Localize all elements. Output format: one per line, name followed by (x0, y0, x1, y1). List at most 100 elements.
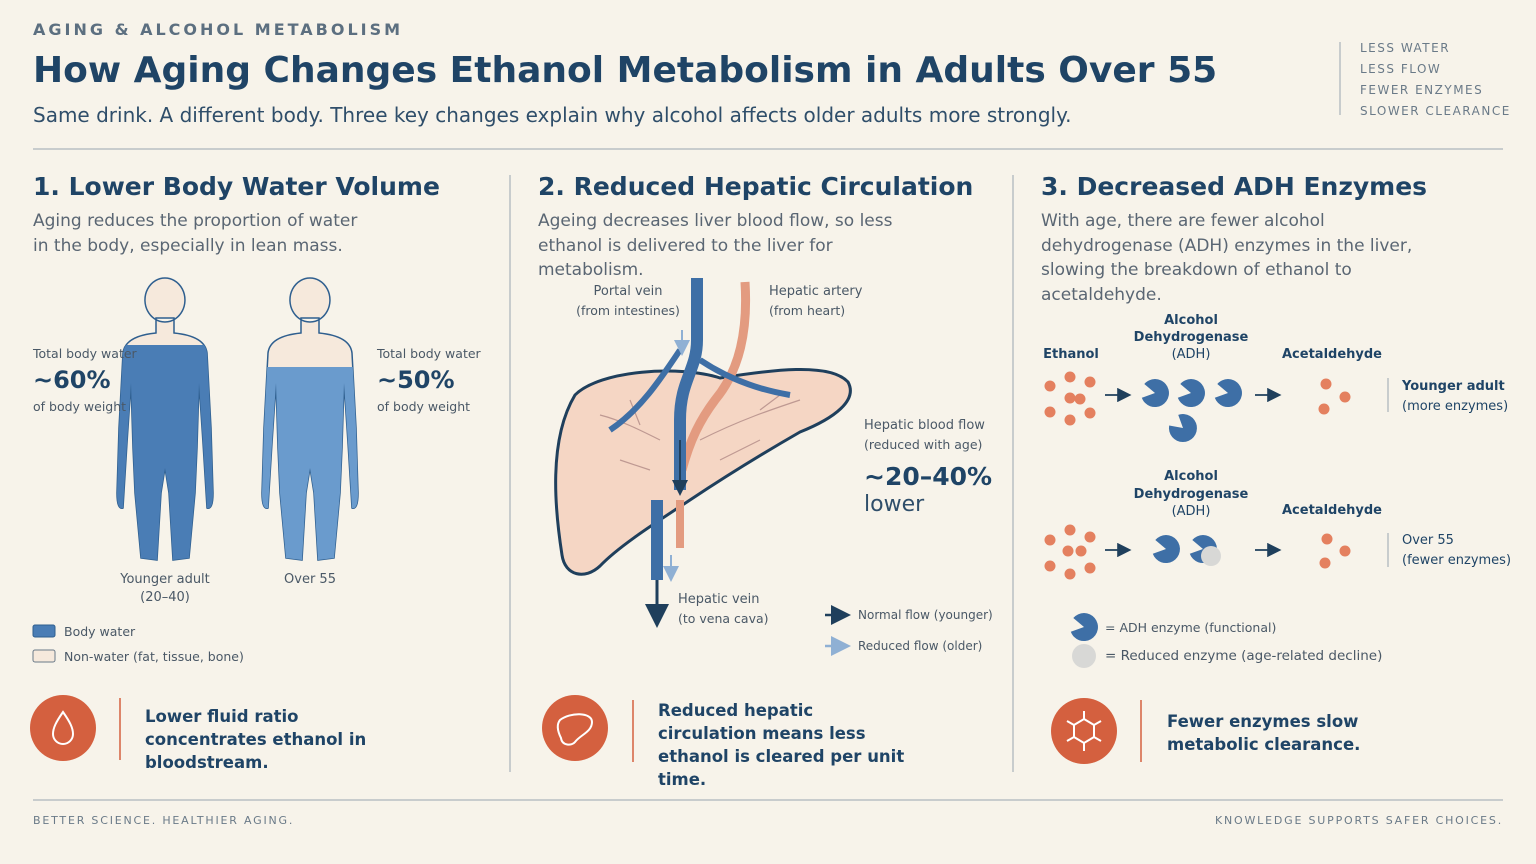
label: of body weight (33, 399, 127, 414)
legend-label: = Reduced enzyme (age-related decline) (1105, 648, 1383, 664)
portal-vein (674, 278, 703, 490)
shape (1084, 531, 1096, 543)
caption: Over 55 (284, 572, 336, 587)
shape (1321, 533, 1333, 545)
substrate: Ethanol (1043, 347, 1099, 362)
panel-heading: 3. Decreased ADH Enzymes (1041, 172, 1428, 201)
legend-swatch (32, 649, 56, 663)
takeaway: Reduced hepatic circulation means less e… (658, 701, 905, 789)
enzyme-label: Dehydrogenase (1133, 487, 1249, 502)
shape (1214, 379, 1242, 408)
product: Acetaldehyde (1281, 503, 1383, 518)
shape (1064, 568, 1076, 580)
enzyme-label: (ADH) (1171, 504, 1211, 519)
shape (51, 710, 75, 745)
label: (reduced with age) (864, 437, 983, 452)
value-unit: lower (864, 492, 925, 517)
legend-reduced (1072, 644, 1096, 668)
shape (1164, 409, 1203, 448)
label: (to vena cava) (678, 611, 769, 626)
shape (1051, 698, 1117, 764)
shape (556, 713, 594, 746)
panel-description: With age, there are fewer alcohol dehydr… (1041, 211, 1413, 305)
title: How Aging Changes Ethanol Metabolism in … (33, 50, 1218, 91)
shape (1064, 524, 1076, 536)
legend-label: = ADH enzyme (functional) (1105, 620, 1277, 635)
legend-label: Reduced flow (older) (858, 639, 983, 653)
shape (1320, 378, 1332, 390)
shape (1075, 545, 1087, 557)
shape (1064, 371, 1076, 383)
label: Hepatic vein (678, 592, 760, 607)
shape (1318, 403, 1330, 415)
panel-heading: 1. Lower Body Water Volume (33, 172, 440, 201)
shape (1339, 391, 1351, 403)
value: ~50% (377, 366, 455, 394)
legend-label: Non-water (fat, tissue, bone) (64, 649, 244, 664)
shape (1084, 376, 1096, 388)
hepatic-artery (677, 281, 751, 472)
takeaway: Fewer enzymes slow metabolic clearance. (1167, 712, 1361, 754)
reduced-enzyme (1201, 546, 1221, 566)
shape (1319, 557, 1331, 569)
tag: FEWER ENZYMES (1360, 83, 1484, 97)
enzyme-label: (ADH) (1171, 347, 1211, 362)
shape (1062, 545, 1074, 557)
shape (1066, 711, 1102, 751)
shape (1141, 379, 1169, 408)
label: Portal vein (593, 284, 663, 299)
takeaway-icons (30, 695, 1117, 764)
footer-right: KNOWLEDGE SUPPORTS SAFER CHOICES. (1215, 814, 1503, 827)
caption: Younger adult (120, 572, 210, 587)
group-note: (more enzymes) (1402, 399, 1509, 414)
shape (542, 695, 608, 761)
tag: LESS FLOW (1360, 62, 1442, 76)
group-note: (fewer enzymes) (1402, 553, 1512, 568)
enzyme-label: Alcohol (1164, 313, 1218, 328)
ethanol-molecules (1044, 371, 1351, 580)
shape (1064, 414, 1076, 426)
legend-label: Normal flow (younger) (858, 608, 993, 622)
takeaway: Lower fluid ratio concentrates ethanol i… (145, 707, 367, 772)
label: (from intestines) (576, 303, 680, 318)
tag: LESS WATER (1360, 41, 1451, 55)
shape (1044, 560, 1056, 572)
shape (1044, 534, 1056, 546)
liver (554, 368, 852, 576)
shape (1044, 406, 1056, 418)
shape (30, 695, 96, 761)
label: Total body water (377, 346, 481, 361)
product: Acetaldehyde (1281, 347, 1383, 362)
shape (1044, 380, 1056, 392)
panel-heading: 2. Reduced Hepatic Circulation (538, 172, 974, 201)
panel-description: Aging reduces the proportion of water in… (33, 211, 358, 256)
legend-swatch (32, 624, 56, 638)
adh-enzymes (1070, 379, 1242, 642)
shape (1152, 535, 1180, 564)
shape (1177, 379, 1205, 408)
shape (1074, 393, 1086, 405)
legend-label: Body water (64, 624, 136, 639)
value: ~60% (33, 366, 111, 394)
enzyme-label: Alcohol (1164, 469, 1218, 484)
label: Hepatic artery (769, 284, 863, 299)
label: Hepatic blood flow (864, 418, 985, 433)
shape (1064, 392, 1076, 404)
shape (1084, 562, 1096, 574)
tag: SLOWER CLEARANCE (1360, 104, 1511, 118)
group: Over 55 (1402, 533, 1454, 548)
shape (1084, 407, 1096, 419)
caption: (20–40) (140, 590, 190, 605)
kicker: AGING & ALCOHOL METABOLISM (33, 20, 404, 39)
shape (1070, 613, 1098, 642)
shape (1105, 387, 1282, 558)
subtitle: Same drink. A different body. Three key … (33, 103, 1072, 127)
label: (from heart) (769, 303, 846, 318)
label: Total body water (33, 346, 137, 361)
enzyme-label: Dehydrogenase (1133, 330, 1249, 345)
panel-description: Ageing decreases liver blood flow, so le… (538, 211, 893, 280)
footer-left: BETTER SCIENCE. HEALTHIER AGING. (33, 814, 295, 827)
shape (608, 348, 791, 433)
